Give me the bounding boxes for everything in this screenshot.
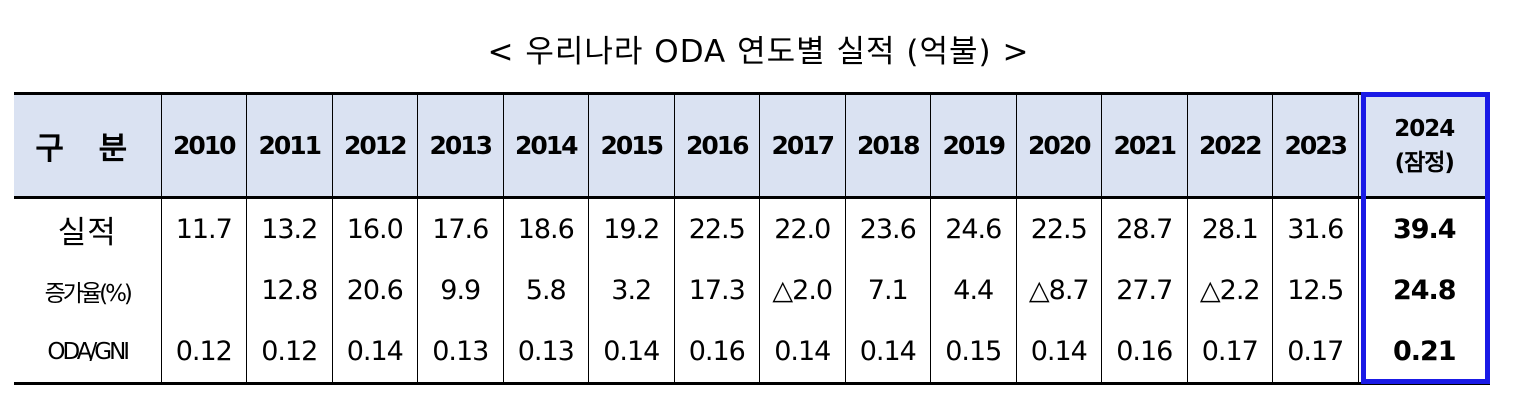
header-label: 구 분 [14, 92, 162, 199]
table-cell: 28.7 [1101, 197, 1188, 260]
last-year-label: 2024 [1394, 115, 1455, 142]
year-header-2022: 2022 [1186, 92, 1273, 199]
table-cell: 23.6 [844, 197, 931, 260]
table-cell-2024: 39.4 [1357, 197, 1490, 260]
table-cell: 3.2 [588, 259, 675, 322]
table-cell: 19.2 [588, 197, 675, 260]
year-header-2018: 2018 [844, 92, 931, 199]
table-cell: △8.7 [1015, 259, 1102, 322]
table-cell: 0.14 [844, 321, 931, 385]
table-cell: 0.13 [502, 321, 589, 385]
table-cell: 4.4 [930, 259, 1017, 322]
table-cell: 0.12 [246, 321, 333, 385]
year-header-2016: 2016 [673, 92, 760, 199]
table-cell: △2.2 [1186, 259, 1273, 322]
table-cell: 20.6 [331, 259, 418, 322]
table-cell: 0.14 [1015, 321, 1102, 385]
row-label: ODA/GNI [14, 321, 162, 385]
table-cell: 0.17 [1272, 321, 1359, 385]
year-header-2014: 2014 [502, 92, 589, 199]
table-cell: 0.14 [759, 321, 846, 385]
table-cell: 0.14 [588, 321, 675, 385]
table-row: 증가율(%) 12.8 20.6 9.9 5.8 3.2 17.3 △2.0 7.1 4.4 △8.… [14, 259, 1490, 322]
table-cell: 22.5 [1015, 197, 1102, 260]
year-header-2013: 2013 [417, 92, 504, 199]
table-cell: 28.1 [1186, 197, 1273, 260]
row-label: 실적 [14, 197, 162, 260]
table-cell: 31.6 [1272, 197, 1359, 260]
table-cell: 0.17 [1186, 321, 1273, 385]
table-cell: 12.5 [1272, 259, 1359, 322]
table-cell: 0.12 [160, 321, 247, 385]
year-header-2020: 2020 [1015, 92, 1102, 199]
table-cell: 24.6 [930, 197, 1017, 260]
table-title: < 우리나라 ODA 연도별 실적 (억불) > [487, 34, 1030, 70]
table-cell: 22.0 [759, 197, 846, 260]
year-header-2011: 2011 [246, 92, 333, 199]
table-cell: 0.15 [930, 321, 1017, 385]
year-header-2015: 2015 [588, 92, 675, 199]
row-label: 증가율(%) [14, 259, 162, 322]
table-cell: 0.16 [673, 321, 760, 385]
year-header-last: 2024 (잠정) [1357, 92, 1490, 199]
table-cell: 18.6 [502, 197, 589, 260]
table-cell: △2.0 [759, 259, 846, 322]
table-cell: 0.14 [331, 321, 418, 385]
table-cell-2024: 0.21 [1357, 321, 1490, 385]
table-cell: 7.1 [844, 259, 931, 322]
year-header-2023: 2023 [1272, 92, 1359, 199]
table-cell: 9.9 [417, 259, 504, 322]
table-cell: 5.8 [502, 259, 589, 322]
year-header-2021: 2021 [1101, 92, 1188, 199]
table-cell: 16.0 [331, 197, 418, 260]
year-header-2010: 2010 [160, 92, 247, 199]
year-header-2019: 2019 [930, 92, 1017, 199]
table-cell-2024: 24.8 [1357, 259, 1490, 322]
table-cell: 12.8 [246, 259, 333, 322]
year-header-2012: 2012 [331, 92, 418, 199]
table-cell: 22.5 [673, 197, 760, 260]
table-cell: 17.6 [417, 197, 504, 260]
header-row: 구 분 2010 2011 2012 2013 2014 2015 2016 2017 2018 2… [14, 92, 1490, 199]
year-header-2017: 2017 [759, 92, 846, 199]
table-cell: 0.13 [417, 321, 504, 385]
last-year-note: (잠정) [1394, 149, 1455, 176]
table-cell: 17.3 [673, 259, 760, 322]
table-cell: 13.2 [246, 197, 333, 260]
table-cell [160, 259, 247, 322]
table-row: ODA/GNI 0.12 0.12 0.14 0.13 0.13 0.14 0.16 0.14 0… [14, 321, 1490, 385]
table-cell: 0.16 [1101, 321, 1188, 385]
oda-table: 구 분 2010 2011 2012 2013 2014 2015 2016 2017 2018 2… [14, 92, 1490, 385]
table-cell: 11.7 [160, 197, 247, 260]
table-row: 실적 11.7 13.2 16.0 17.6 18.6 19.2 22.5 22.0 23.6 24… [14, 197, 1490, 260]
table-cell: 27.7 [1101, 259, 1188, 322]
